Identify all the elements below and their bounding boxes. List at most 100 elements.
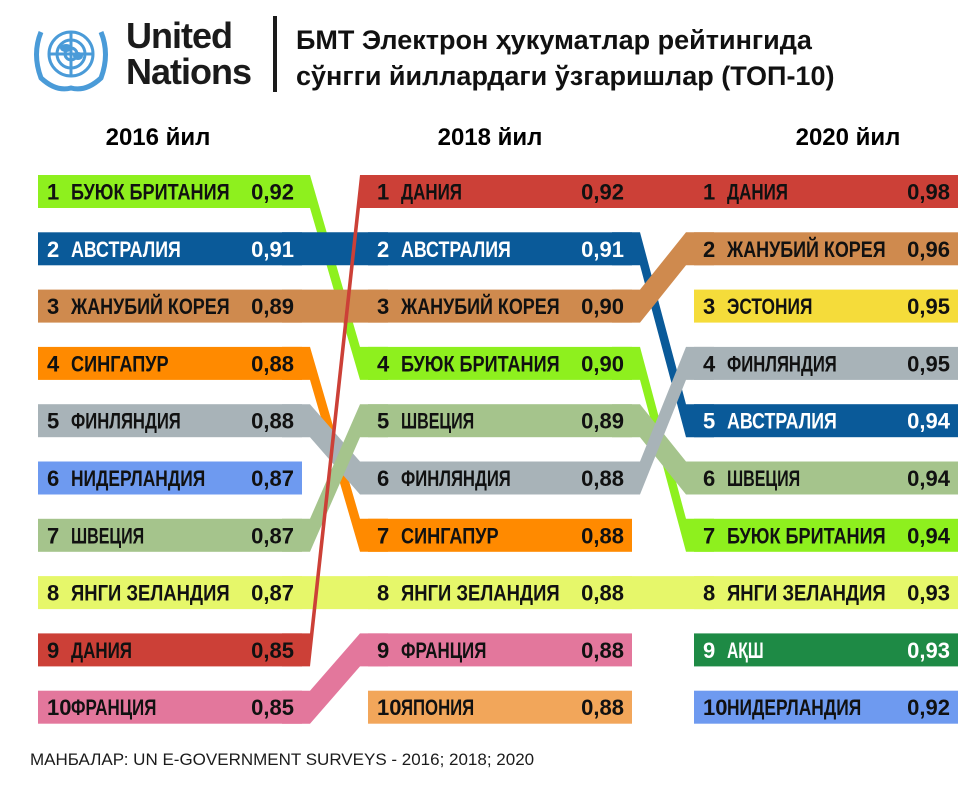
rank-label: 4: [377, 351, 390, 376]
rank-label: 10: [703, 695, 727, 720]
rank-label: 10: [47, 695, 71, 720]
country-label: ФИНЛЯНДИЯ: [727, 351, 837, 376]
bar-2016-rank-7: 7 ШВЕЦИЯ 0,87: [38, 518, 302, 552]
country-label: БУЮК БРИТАНИЯ: [71, 180, 230, 205]
value-label: 0,88: [251, 409, 294, 434]
country-label: ЖАНУБИЙ КОРЕЯ: [70, 294, 229, 319]
bar-fill: [38, 633, 302, 667]
rank-label: 6: [377, 466, 389, 491]
year-header-2016: 2016 йил: [105, 124, 211, 151]
rank-label: 6: [703, 466, 715, 491]
country-label: ДАНИЯ: [727, 180, 788, 205]
rank-label: 2: [47, 237, 59, 262]
rank-label: 8: [377, 581, 389, 606]
value-label: 0,88: [251, 351, 294, 376]
bar-2016-rank-3: 3 ЖАНУБИЙ КОРЕЯ 0,89: [38, 289, 302, 323]
country-label: ЖАНУБИЙ КОРЕЯ: [726, 237, 885, 262]
bar-fill: [368, 633, 632, 667]
rank-label: 5: [377, 409, 389, 434]
un-emblem-icon: [34, 30, 108, 92]
bar-fill: [694, 346, 958, 380]
bar-fill: [694, 461, 958, 495]
connector-2016-2018-швеция: [282, 404, 388, 552]
connector-2018-2020-дания: [612, 175, 714, 208]
bar-fill: [694, 232, 958, 266]
bar-fill: [368, 461, 632, 495]
value-label: 0,89: [581, 409, 624, 434]
country-label: ФИНЛЯНДИЯ: [401, 466, 511, 491]
value-label: 0,88: [581, 581, 624, 606]
bar-fill: [368, 690, 632, 724]
bar-fill: [368, 518, 632, 552]
bar-2018-rank-6: 6 ФИНЛЯНДИЯ 0,88: [368, 461, 632, 495]
value-label: 0,94: [907, 466, 951, 491]
value-label: 0,87: [251, 523, 294, 548]
bar-2016-rank-2: 2 АВСТРАЛИЯ 0,91: [38, 232, 302, 266]
rank-label: 9: [47, 638, 59, 663]
bar-2018-rank-4: 4 БУЮК БРИТАНИЯ 0,90: [368, 346, 632, 380]
rank-label: 1: [377, 180, 389, 205]
rank-label: 4: [703, 351, 716, 376]
bar-fill: [38, 518, 302, 552]
logo-line-2: Nations: [126, 51, 252, 92]
connector-2016-2018-австралия: [282, 232, 388, 266]
rank-label: 7: [47, 523, 59, 548]
value-label: 0,89: [251, 294, 294, 319]
bar-fill: [38, 232, 302, 266]
connector-2016-2018-франция: [282, 633, 388, 724]
bar-fill: [694, 576, 958, 610]
country-label: ШВЕЦИЯ: [727, 466, 800, 491]
bar-2018-rank-5: 5 ШВЕЦИЯ 0,89: [368, 404, 632, 438]
rank-label: 5: [47, 409, 59, 434]
value-label: 0,87: [251, 581, 294, 606]
value-label: 0,88: [581, 638, 624, 663]
bar-2020-rank-8: 8 ЯНГИ ЗЕЛАНДИЯ 0,93: [694, 576, 958, 610]
rank-label: 5: [703, 409, 715, 434]
bar-fill: [368, 346, 632, 380]
bar-2016-rank-6: 6 НИДЕРЛАНДИЯ 0,87: [38, 461, 302, 495]
connector-2016-2018-дания: [282, 175, 388, 667]
connector-2018-2020-жанубий-корея: [612, 232, 714, 323]
bar-2018-rank-9: 9 ФРАНЦИЯ 0,88: [368, 633, 632, 667]
value-label: 0,88: [581, 523, 624, 548]
country-label: ДАНИЯ: [71, 638, 132, 663]
bar-2018-rank-3: 3 ЖАНУБИЙ КОРЕЯ 0,90: [368, 289, 632, 323]
bar-fill: [368, 404, 632, 438]
bar-2020-rank-3: 3 ЭСТОНИЯ 0,95: [694, 289, 958, 323]
country-label: СИНГАПУР: [71, 351, 169, 376]
bar-2020-rank-7: 7 БУЮК БРИТАНИЯ 0,94: [694, 518, 958, 552]
value-label: 0,93: [907, 638, 950, 663]
bar-fill: [368, 289, 632, 323]
value-label: 0,92: [907, 695, 950, 720]
value-label: 0,95: [907, 351, 950, 376]
rank-label: 10: [377, 695, 401, 720]
bar-fill: [368, 576, 632, 610]
header-divider: [273, 16, 277, 92]
connector-2016-2018-буюк-британия: [282, 175, 388, 380]
bar-2018-rank-1: 1 ДАНИЯ 0,92: [368, 175, 632, 208]
country-label: ЯНГИ ЗЕЛАНДИЯ: [727, 581, 886, 606]
bar-2020-rank-5: 5 АВСТРАЛИЯ 0,94: [694, 404, 958, 438]
country-label: ЯПОНИЯ: [401, 695, 474, 720]
rank-label: 9: [377, 638, 389, 663]
country-label: ЯНГИ ЗЕЛАНДИЯ: [71, 581, 230, 606]
country-label: ДАНИЯ: [401, 180, 462, 205]
rank-label: 3: [703, 294, 715, 319]
bar-fill: [368, 175, 632, 208]
value-label: 0,85: [251, 638, 294, 663]
country-label: ФИНЛЯНДИЯ: [71, 409, 181, 434]
value-label: 0,90: [581, 351, 624, 376]
bar-fill: [38, 175, 302, 208]
year-header-2018: 2018 йил: [437, 124, 543, 151]
bar-fill: [38, 404, 302, 438]
value-label: 0,90: [581, 294, 624, 319]
bar-fill: [368, 232, 632, 266]
country-label: БУЮК БРИТАНИЯ: [727, 523, 886, 548]
country-label: ШВЕЦИЯ: [401, 409, 474, 434]
bar-fill: [38, 346, 302, 380]
rank-label: 3: [47, 294, 59, 319]
country-label: АВСТРАЛИЯ: [401, 237, 511, 262]
value-label: 0,95: [907, 294, 950, 319]
connector-2018-2020-янги-зеландия: [612, 576, 714, 610]
